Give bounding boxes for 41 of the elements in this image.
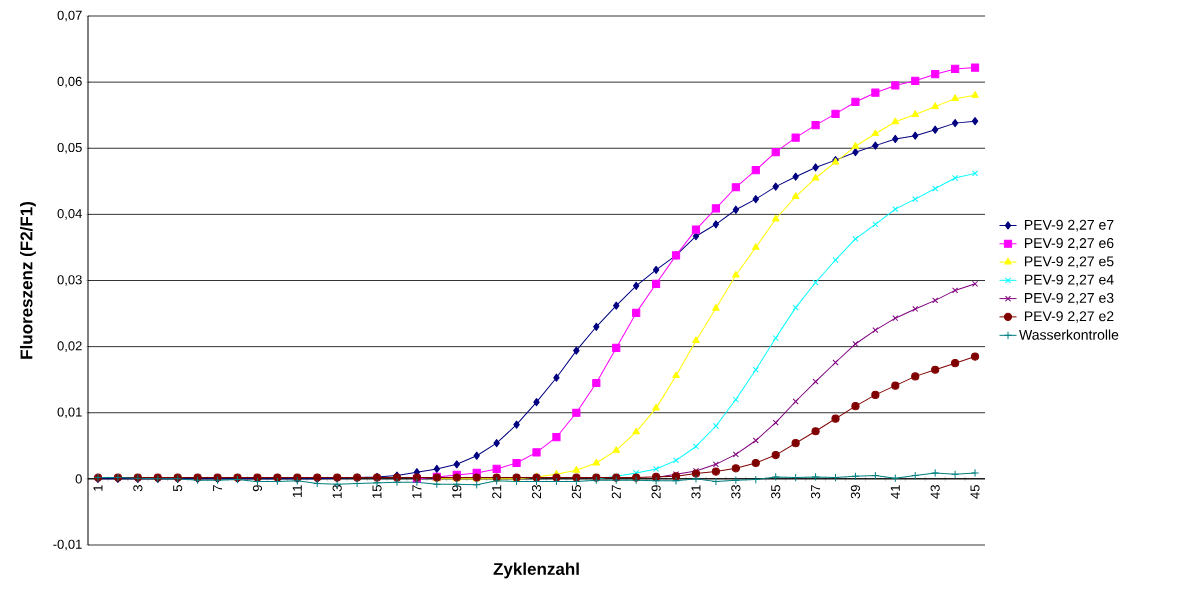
legend-label: PEV-9 2,27 e6 xyxy=(1024,238,1114,250)
y-tick-label: 0,04 xyxy=(57,209,82,220)
x-tick-label: 7 xyxy=(213,485,223,492)
legend-label: PEV-9 2,27 e3 xyxy=(1024,292,1114,305)
x-tick-label: 43 xyxy=(930,485,940,499)
y-tick-label: 0,01 xyxy=(57,407,82,419)
y-tick-label: -0,01 xyxy=(53,539,82,551)
x-tick-label: 3 xyxy=(133,485,143,492)
x-tick-label: 31 xyxy=(691,485,701,499)
legend-label: Wasserkontrolle xyxy=(1019,329,1119,340)
x-tick-label: 21 xyxy=(492,485,502,499)
legend-label: PEV-9 2,27 e2 xyxy=(1024,311,1114,323)
x-tick-label: 41 xyxy=(890,485,900,499)
legend-label: PEV-9 2,27 e7 xyxy=(1024,219,1114,232)
x-tick-label: 37 xyxy=(810,485,821,499)
y-tick-label: 0,06 xyxy=(57,76,82,88)
x-tick-label: 25 xyxy=(571,485,581,499)
legend-label: PEV-9 2,27 e5 xyxy=(1024,256,1114,268)
x-tick-label: 35 xyxy=(771,485,781,499)
x-tick-label: 5 xyxy=(173,485,183,492)
x-tick-label: 1 xyxy=(93,485,103,491)
y-tick-label: 0,07 xyxy=(57,10,82,22)
x-tick-label: 9 xyxy=(252,485,263,492)
y-tick-label: 0,02 xyxy=(57,341,82,352)
y-tick-label: 0,05 xyxy=(57,142,82,154)
x-tick-label: 17 xyxy=(412,485,422,499)
x-tick-label: 19 xyxy=(452,485,462,499)
x-tick-label: 11 xyxy=(292,485,302,498)
y-tick-label: 0 xyxy=(75,474,82,484)
x-tick-label: 33 xyxy=(731,485,741,499)
x-tick-label: 27 xyxy=(611,485,621,499)
x-tick-label: 29 xyxy=(651,485,661,499)
x-tick-label: 13 xyxy=(332,485,342,499)
y-tick-label: 0,03 xyxy=(57,275,82,286)
x-axis-title: Zyklenzahl xyxy=(493,562,579,579)
x-tick-label: 15 xyxy=(372,485,382,499)
x-tick-label: 39 xyxy=(850,485,861,499)
legend-label: PEV-9 2,27 e4 xyxy=(1024,274,1114,287)
x-tick-label: 23 xyxy=(531,485,542,499)
y-axis-title: Fluoreszenz (F2/F1) xyxy=(20,202,36,359)
x-tick-label: 45 xyxy=(970,485,980,499)
